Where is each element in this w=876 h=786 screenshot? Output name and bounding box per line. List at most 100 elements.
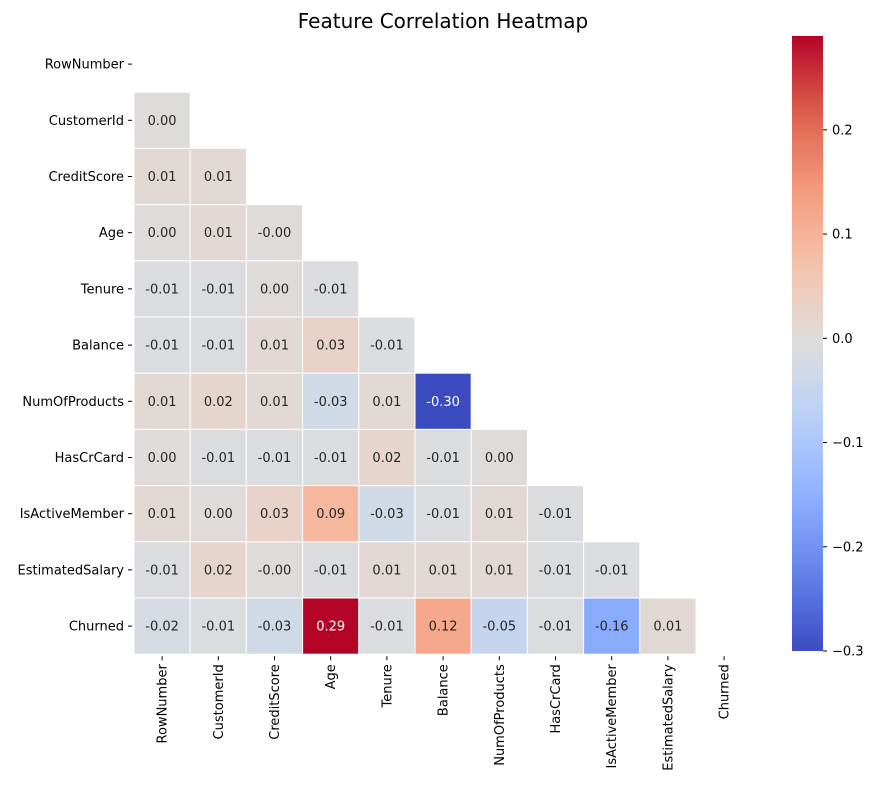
cell-value-label: 0.01: [372, 395, 401, 410]
cell-value-label: -0.01: [201, 282, 235, 297]
chart-title: Feature Correlation Heatmap: [298, 9, 588, 33]
cell-value-label: 0.00: [260, 282, 289, 297]
heatmap-cell: [133, 372, 191, 430]
y-tick-label: Tenure: [80, 282, 124, 297]
x-tick-label: EstimatedSalary: [661, 664, 676, 771]
heatmap-cell: [133, 428, 191, 487]
colorbar-tick-label: −0.2: [832, 540, 864, 555]
x-tick-label: CustomerId: [212, 664, 227, 739]
cell-value-label: -0.03: [370, 507, 404, 522]
heatmap-cells: 0.00 0.01 0.01 0.00 0.01 -0.00 -0.01 -0.01 0.00 -…: [133, 91, 697, 655]
heatmap-cell: [133, 541, 191, 599]
y-tick-label: NumOfProducts: [22, 395, 124, 410]
cell-value-label: -0.00: [258, 226, 292, 241]
y-axis-labels: RowNumber CustomerId CreditScore Age Tenure B…: [17, 58, 132, 635]
x-tick-label: CreditScore: [268, 664, 283, 740]
y-tick-label: Balance: [72, 339, 124, 354]
heatmap-cell: [470, 428, 528, 487]
cell-value-label: -0.03: [258, 620, 292, 635]
colorbar-tick-label: −0.3: [832, 645, 864, 660]
cell-value-label: -0.01: [201, 620, 235, 635]
heatmap-cell: [526, 485, 585, 543]
cell-value-label: 0.03: [260, 507, 289, 522]
heatmap-cell: [189, 147, 247, 206]
heatmap-cell: [414, 372, 472, 430]
x-tick-label: Churned: [718, 664, 733, 719]
heatmap-cell: [526, 597, 585, 655]
cell-value-label: 0.03: [316, 339, 345, 354]
cell-value-label: 0.01: [429, 563, 458, 578]
cell-value-label: 0.29: [316, 620, 345, 635]
cell-value-label: 0.01: [485, 563, 514, 578]
cell-value-label: -0.01: [539, 620, 573, 635]
cell-value-label: 0.01: [204, 226, 233, 241]
cell-value-label: -0.01: [539, 507, 573, 522]
cell-value-label: 0.00: [485, 451, 514, 466]
heatmap-cell: [358, 372, 416, 430]
cell-value-label: -0.01: [201, 339, 235, 354]
cell-value-label: 0.00: [204, 507, 233, 522]
cell-value-label: -0.01: [145, 563, 179, 578]
colorbar-tick-label: 0.1: [832, 228, 853, 243]
heatmap-cell: [302, 597, 360, 655]
colorbar-tick-label: −0.1: [832, 436, 864, 451]
cell-value-label: -0.01: [314, 563, 348, 578]
cell-value-label: 0.01: [653, 620, 682, 635]
x-tick-label: RowNumber: [156, 664, 171, 744]
heatmap-cell: [245, 372, 304, 430]
heatmap-cell: [414, 541, 472, 599]
heatmap-cell: [302, 260, 360, 318]
heatmap-cell: [639, 597, 697, 655]
cell-value-label: -0.01: [314, 451, 348, 466]
heatmap-cell: [133, 147, 191, 206]
heatmap-cell: [414, 597, 472, 655]
heatmap-cell: [245, 597, 304, 655]
x-tick-label: HasCrCard: [549, 664, 564, 733]
colorbar: 0.2 0.1 0.0 −0.1 −0.2 −0.3: [792, 36, 864, 660]
cell-value-label: -0.05: [482, 620, 516, 635]
y-tick-label: CustomerId: [49, 114, 124, 129]
heatmap-cell: [470, 541, 528, 599]
cell-value-label: 0.00: [148, 226, 177, 241]
cell-value-label: 0.01: [148, 170, 177, 185]
heatmap-cell: [189, 260, 247, 318]
cell-value-label: -0.02: [145, 620, 179, 635]
heatmap-cell: [245, 485, 304, 543]
cell-value-label: -0.01: [145, 282, 179, 297]
heatmap-cell: [133, 91, 191, 149]
cell-value-label: 0.01: [260, 339, 289, 354]
cell-value-label: 0.02: [204, 395, 233, 410]
cell-value-label: -0.01: [595, 563, 629, 578]
heatmap-cell: [189, 372, 247, 430]
heatmap-cell: [302, 428, 360, 487]
y-tick-label: Churned: [69, 620, 124, 635]
colorbar-tick-label: 0.0: [832, 332, 853, 347]
cell-value-label: -0.16: [595, 620, 629, 635]
y-tick-label: HasCrCard: [55, 451, 124, 466]
heatmap-cell: [245, 204, 304, 262]
heatmap-cell: [189, 597, 247, 655]
x-axis-labels: RowNumber CustomerId CreditScore Age Tenure B…: [156, 656, 733, 771]
cell-value-label: 0.12: [429, 620, 458, 635]
cell-value-label: 0.02: [204, 563, 233, 578]
cell-value-label: 0.01: [148, 507, 177, 522]
heatmap-cell: [302, 541, 360, 599]
cell-value-label: -0.30: [426, 395, 460, 410]
heatmap-cell: [189, 316, 247, 374]
cell-value-label: -0.00: [258, 563, 292, 578]
cell-value-label: -0.01: [314, 282, 348, 297]
heatmap-cell: [302, 316, 360, 374]
cell-value-label: -0.01: [370, 339, 404, 354]
cell-value-label: 0.01: [485, 507, 514, 522]
cell-value-label: 0.01: [204, 170, 233, 185]
cell-value-label: 0.01: [372, 563, 401, 578]
heatmap-cell: [583, 597, 641, 655]
x-tick-label: Age: [324, 664, 339, 689]
x-tick-label: Tenure: [380, 664, 395, 708]
y-tick-label: EstimatedSalary: [17, 563, 124, 578]
heatmap-cell: [245, 541, 304, 599]
cell-value-label: 0.01: [260, 395, 289, 410]
y-tick-label: Age: [99, 226, 124, 241]
heatmap-cell: [189, 428, 247, 487]
heatmap-cell: [133, 597, 191, 655]
